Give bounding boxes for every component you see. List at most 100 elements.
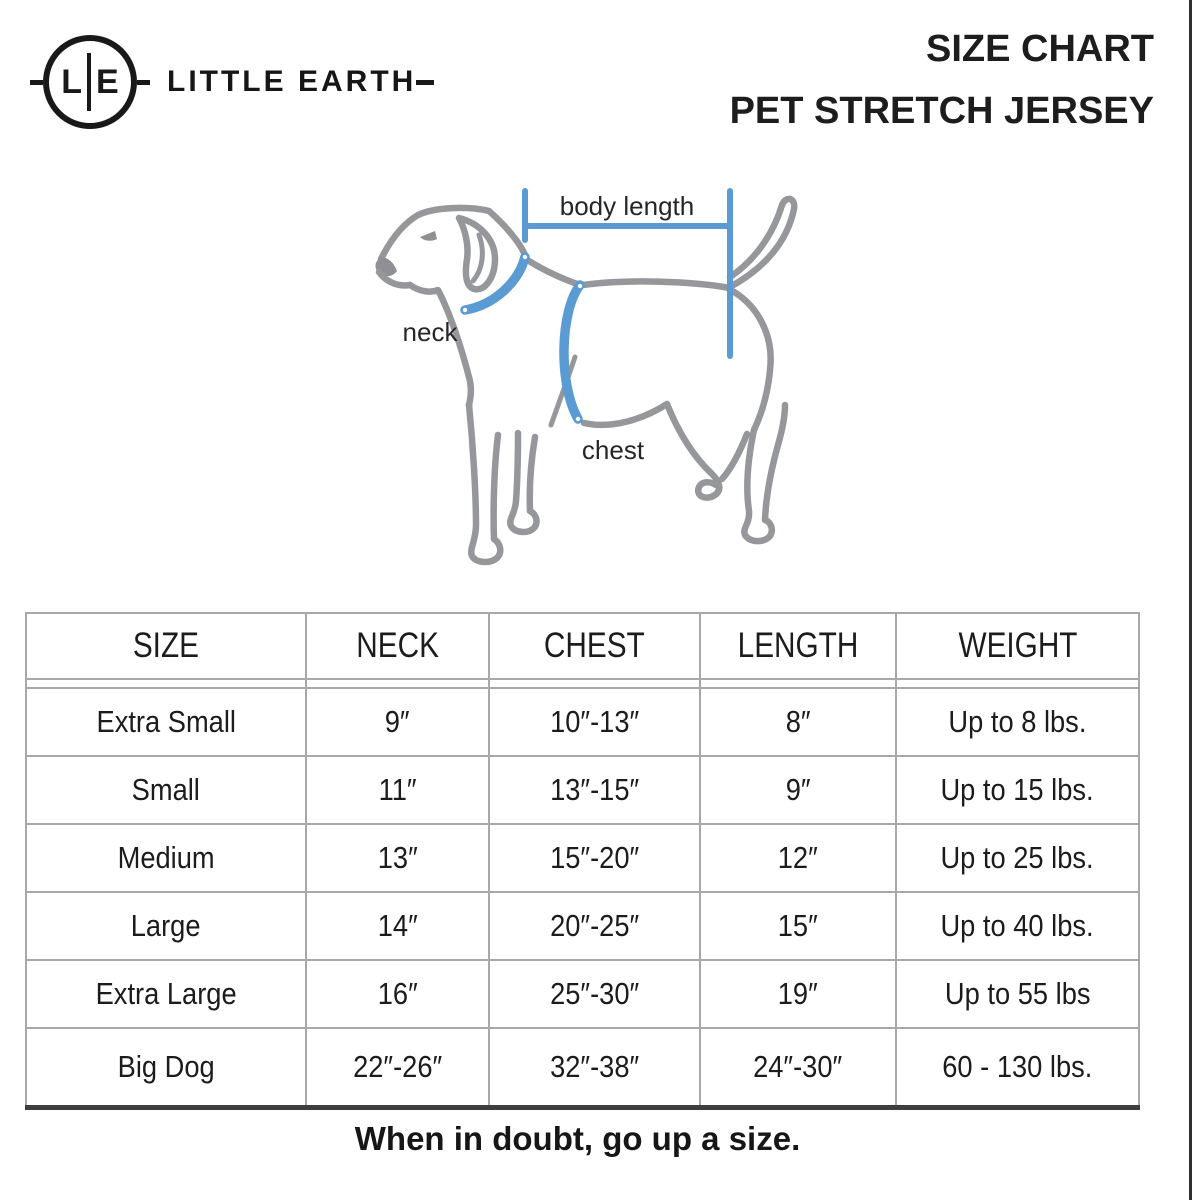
chest-label: chest bbox=[582, 435, 645, 465]
cell-neck: 13″ bbox=[305, 823, 490, 893]
col-header-length-label: LENGTH bbox=[737, 626, 859, 665]
cell-length: 15″ bbox=[699, 891, 897, 961]
cell-text: 22″-26″ bbox=[352, 1049, 443, 1084]
cell-text: 25″-30″ bbox=[549, 976, 640, 1011]
cell-text: 24″-30″ bbox=[753, 1049, 843, 1084]
cell-size: Big Dog bbox=[25, 1027, 307, 1109]
cell-weight: Up to 8 lbs. bbox=[895, 687, 1140, 757]
row-small: Small 11″ 13″-15″ 9″ Up to 15 lbs. bbox=[25, 755, 1140, 825]
col-header-size: SIZE bbox=[25, 612, 307, 680]
cell-text: Big Dog bbox=[117, 1049, 215, 1084]
cell-neck: 14″ bbox=[305, 891, 490, 961]
col-header-weight-label: WEIGHT bbox=[957, 626, 1077, 665]
title-product-name: PET STRETCH JERSEY bbox=[729, 90, 1154, 132]
row-extra-large: Extra Large 16″ 25″-30″ 19″ Up to 55 lbs bbox=[25, 959, 1140, 1029]
cell-text: Up to 25 lbs. bbox=[940, 840, 1095, 875]
cell-text: Medium bbox=[117, 840, 215, 875]
header-separator-row bbox=[25, 678, 1140, 689]
cell-text: 32″-38″ bbox=[549, 1049, 640, 1084]
spacer-cell bbox=[25, 678, 307, 689]
dog-outline bbox=[375, 195, 798, 566]
cell-text: 9″ bbox=[385, 704, 410, 739]
cell-text: 14″ bbox=[377, 908, 418, 943]
cell-length: 9″ bbox=[699, 755, 897, 825]
cell-weight: 60 - 130 lbs. bbox=[895, 1027, 1140, 1109]
cell-text: Large bbox=[131, 908, 201, 943]
size-table: SIZE NECK CHEST LENGTH WEIGHT Extra Smal… bbox=[25, 612, 1140, 1110]
cell-text: 60 - 130 lbs. bbox=[942, 1049, 1093, 1084]
cell-chest: 15″-20″ bbox=[488, 823, 701, 893]
cell-text: Small bbox=[131, 772, 201, 807]
logo-right-dash bbox=[137, 79, 150, 85]
row-extra-small: Extra Small 9″ 10″-13″ 8″ Up to 8 lbs. bbox=[25, 687, 1140, 757]
neck-label: neck bbox=[403, 317, 459, 347]
logo-letter-l: L bbox=[61, 63, 83, 101]
col-header-chest-label: CHEST bbox=[544, 626, 645, 665]
row-large: Large 14″ 20″-25″ 15″ Up to 40 lbs. bbox=[25, 891, 1140, 961]
cell-text: 19″ bbox=[777, 976, 819, 1011]
measurement-marks bbox=[460, 188, 733, 424]
cell-chest: 32″-38″ bbox=[488, 1027, 701, 1109]
col-header-length: LENGTH bbox=[699, 612, 897, 680]
cell-text: 13″ bbox=[377, 840, 418, 875]
cell-weight: Up to 40 lbs. bbox=[895, 891, 1140, 961]
dog-diagram-svg: body length neck chest bbox=[375, 188, 798, 566]
page-title: SIZE CHART PET STRETCH JERSEY bbox=[730, 30, 1154, 130]
cell-text: 20″-25″ bbox=[549, 908, 640, 943]
cell-text: Up to 8 lbs. bbox=[948, 704, 1087, 739]
row-big-dog: Big Dog 22″-26″ 32″-38″ 24″-30″ 60 - 130… bbox=[25, 1027, 1140, 1109]
cell-length: 24″-30″ bbox=[699, 1027, 897, 1109]
cell-text: Up to 55 lbs bbox=[944, 976, 1091, 1011]
cell-chest: 10″-13″ bbox=[488, 687, 701, 757]
cell-weight: Up to 55 lbs bbox=[895, 959, 1140, 1029]
size-table-body: Extra Small 9″ 10″-13″ 8″ Up to 8 lbs. S… bbox=[25, 678, 1140, 1109]
dog-ear bbox=[455, 214, 499, 293]
brand-name: LITTLE EARTH bbox=[167, 65, 417, 98]
chest-band bbox=[559, 280, 585, 424]
cell-neck: 16″ bbox=[305, 959, 490, 1029]
cell-length: 8″ bbox=[699, 687, 897, 757]
cell-text: Up to 15 lbs. bbox=[940, 772, 1095, 807]
col-header-weight: WEIGHT bbox=[895, 612, 1140, 680]
spacer-cell bbox=[488, 678, 701, 689]
cell-text: 11″ bbox=[378, 772, 417, 807]
cell-weight: Up to 25 lbs. bbox=[895, 823, 1140, 893]
cell-size: Medium bbox=[25, 823, 307, 893]
cell-text: 16″ bbox=[377, 976, 418, 1011]
dog-measurement-diagram: body length neck chest bbox=[373, 173, 847, 577]
cell-text: Extra Small bbox=[96, 704, 236, 739]
row-medium: Medium 13″ 15″-20″ 12″ Up to 25 lbs. bbox=[25, 823, 1140, 893]
cell-size: Extra Large bbox=[25, 959, 307, 1029]
cell-chest: 20″-25″ bbox=[488, 891, 701, 961]
spacer-cell bbox=[895, 678, 1140, 689]
sizing-note: When in doubt, go up a size. bbox=[354, 1120, 801, 1157]
col-header-chest: CHEST bbox=[488, 612, 701, 680]
cell-neck: 9″ bbox=[305, 687, 490, 757]
spacer-cell bbox=[305, 678, 490, 689]
col-header-neck-label: NECK bbox=[356, 626, 439, 665]
dog-eye bbox=[420, 231, 437, 241]
title-size-chart: SIZE CHART bbox=[926, 28, 1154, 70]
cell-size: Small bbox=[25, 755, 307, 825]
cell-text: 10″-13″ bbox=[549, 704, 640, 739]
neck-band bbox=[460, 252, 530, 315]
cell-text: 9″ bbox=[785, 772, 811, 807]
cell-neck: 11″ bbox=[305, 755, 490, 825]
cell-length: 19″ bbox=[699, 959, 897, 1029]
col-header-neck: NECK bbox=[305, 612, 490, 680]
logo-circle-icon: L E bbox=[43, 35, 137, 129]
cell-text: 12″ bbox=[777, 840, 819, 875]
brand-logo: L E LITTLE EARTH bbox=[30, 34, 435, 130]
logo-left-dash bbox=[30, 79, 43, 85]
cell-chest: 25″-30″ bbox=[488, 959, 701, 1029]
spacer-cell bbox=[699, 678, 897, 689]
cell-text: Up to 40 lbs. bbox=[940, 908, 1095, 943]
logo-letter-e: E bbox=[96, 63, 119, 101]
cell-size: Extra Small bbox=[25, 687, 307, 757]
cell-text: 13″-15″ bbox=[549, 772, 640, 807]
cell-length: 12″ bbox=[699, 823, 897, 893]
header-row: SIZE NECK CHEST LENGTH WEIGHT bbox=[25, 612, 1140, 680]
size-table-header: SIZE NECK CHEST LENGTH WEIGHT bbox=[25, 612, 1140, 680]
cell-size: Large bbox=[25, 891, 307, 961]
cell-text: 15″ bbox=[777, 908, 819, 943]
